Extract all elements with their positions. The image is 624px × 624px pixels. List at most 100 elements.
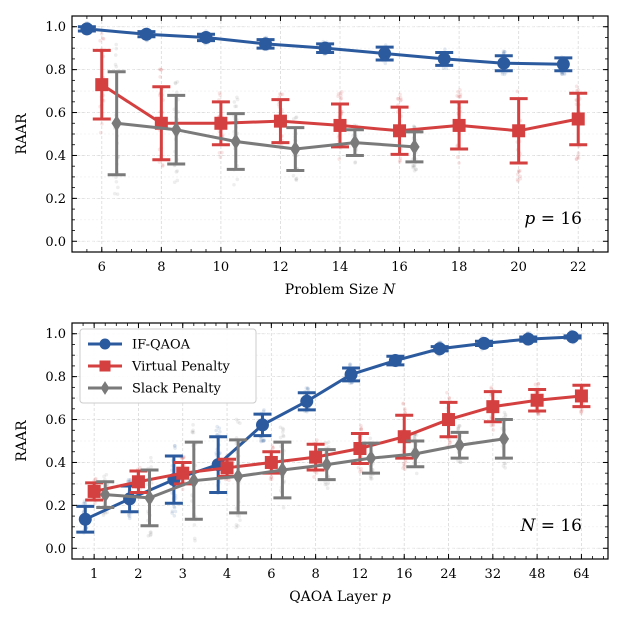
sample-dot xyxy=(236,524,240,528)
sample-dot xyxy=(261,439,266,443)
series-line xyxy=(116,121,415,151)
sample-dot xyxy=(489,423,494,428)
sample-dot xyxy=(294,115,298,120)
sample-dot xyxy=(173,446,177,450)
sample-dot xyxy=(516,179,520,183)
sample-dot xyxy=(146,534,151,538)
sample-dot xyxy=(411,165,415,170)
sample-dot xyxy=(336,94,340,99)
sample-dot xyxy=(101,36,105,41)
sample-dot xyxy=(323,480,327,484)
data-point xyxy=(344,367,358,381)
data-point xyxy=(353,442,367,456)
sample-dot xyxy=(280,426,285,431)
sample-dot xyxy=(190,430,195,435)
sample-dot xyxy=(500,72,505,76)
sample-dot xyxy=(101,513,106,517)
sample-dot xyxy=(402,467,407,471)
sample-dot xyxy=(356,465,361,470)
data-point xyxy=(123,492,137,506)
sample-dot xyxy=(536,411,541,416)
sample-dot xyxy=(502,72,507,77)
sample-dot xyxy=(149,465,153,469)
y-tick-label: 0.6 xyxy=(45,413,66,428)
sample-dot xyxy=(234,525,238,530)
sample-dot xyxy=(258,438,263,443)
x-axis-label-var: p xyxy=(382,589,391,605)
series-slack-penalty xyxy=(96,418,513,528)
sample-dot xyxy=(359,466,363,471)
sample-dot xyxy=(368,474,373,478)
data-point xyxy=(333,118,347,132)
sample-dot xyxy=(383,61,388,66)
y-tick-label: 0.0 xyxy=(45,542,66,557)
sample-dot xyxy=(518,174,522,179)
sample-dot xyxy=(235,97,240,102)
sample-dot xyxy=(503,49,507,54)
sample-dot xyxy=(280,92,285,97)
sample-dot xyxy=(503,461,508,466)
sample-dot xyxy=(281,433,285,438)
annotation-value: = 16 xyxy=(535,516,582,536)
sample-dot xyxy=(113,53,118,57)
sample-dot xyxy=(291,173,296,178)
sample-dot xyxy=(412,436,417,440)
data-point xyxy=(437,52,451,66)
sample-dot xyxy=(126,478,131,482)
sample-dot xyxy=(234,523,239,527)
sample-dot xyxy=(262,438,267,442)
sample-dot xyxy=(114,175,118,180)
sample-dot xyxy=(458,88,462,92)
sample-dot xyxy=(337,157,342,161)
y-tick-label: 0.4 xyxy=(45,149,66,164)
sample-dot xyxy=(175,80,180,84)
sample-dot xyxy=(560,72,564,77)
x-tick-label: 12 xyxy=(272,260,289,275)
data-point xyxy=(87,484,101,498)
sample-dot xyxy=(148,530,153,535)
sample-dot xyxy=(291,117,296,121)
x-tick-label: 10 xyxy=(213,260,230,275)
sample-dot xyxy=(175,178,180,183)
sample-dot xyxy=(128,478,133,482)
sample-dot xyxy=(447,396,452,400)
sample-dot xyxy=(456,426,461,431)
data-point xyxy=(365,450,377,467)
sample-dot xyxy=(347,363,352,368)
sample-dot xyxy=(116,185,120,190)
sample-dot xyxy=(81,501,86,506)
sample-dot xyxy=(359,423,363,428)
sample-dot xyxy=(180,487,185,492)
sample-dot xyxy=(401,461,406,466)
data-point xyxy=(220,461,234,475)
data-point xyxy=(78,512,92,526)
sample-dot xyxy=(457,161,461,165)
sample-dot xyxy=(280,430,285,434)
x-tick-label: 24 xyxy=(440,567,457,582)
sample-dot xyxy=(262,408,266,412)
sample-dot xyxy=(574,157,579,161)
sample-dot xyxy=(447,396,451,400)
sample-dot xyxy=(190,429,195,434)
sample-dot xyxy=(170,511,174,515)
sample-dot xyxy=(173,80,178,85)
sample-dot xyxy=(271,445,275,450)
sample-dot xyxy=(217,150,222,155)
sample-dot xyxy=(443,47,447,52)
x-tick-label: 8 xyxy=(157,260,165,275)
sample-dot xyxy=(347,362,352,367)
sample-dot xyxy=(191,428,195,433)
sample-dot xyxy=(535,411,540,416)
sample-dot xyxy=(456,426,461,431)
sample-dot xyxy=(501,51,506,55)
data-point xyxy=(80,22,94,36)
sample-dot xyxy=(305,386,310,391)
sample-dot xyxy=(259,439,263,444)
sample-dot xyxy=(314,471,319,475)
sample-dot xyxy=(192,523,197,527)
sample-dot xyxy=(368,477,373,481)
sample-dot xyxy=(412,163,417,168)
sample-dot xyxy=(191,423,195,427)
sample-dot xyxy=(574,157,579,161)
sample-dot xyxy=(412,434,417,438)
